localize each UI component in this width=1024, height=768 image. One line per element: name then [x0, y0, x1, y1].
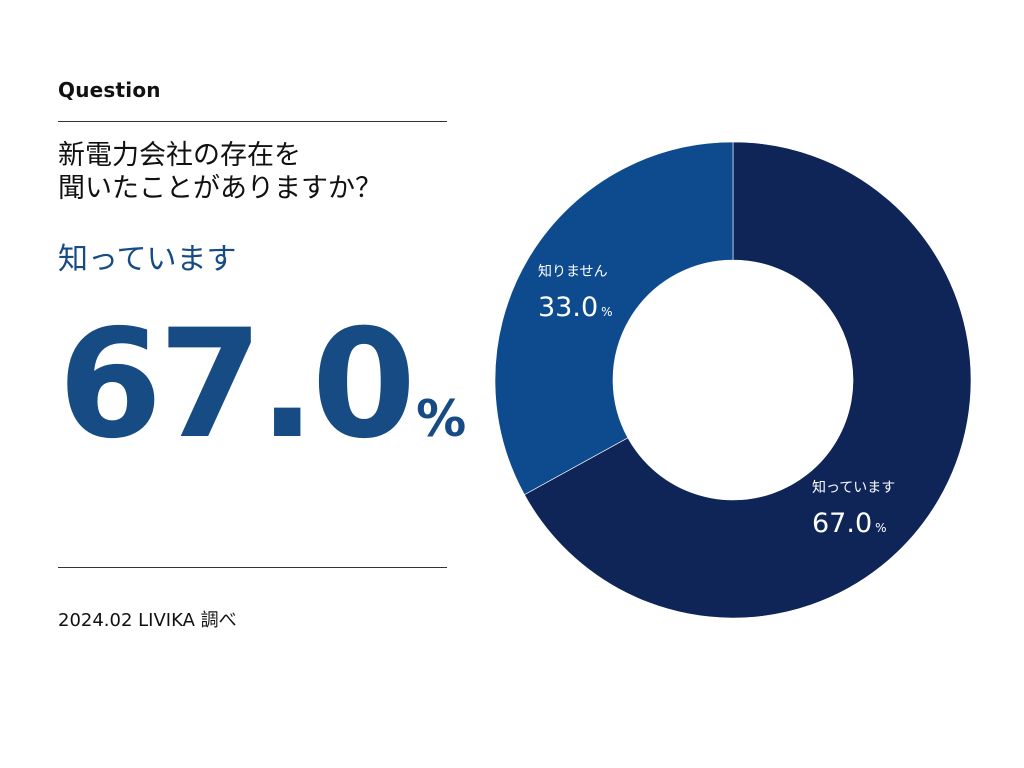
source-note: 2024.02 LIVIKA 調べ: [58, 610, 237, 631]
highlight-value: 67.0%: [58, 295, 466, 475]
bottom-divider: [58, 567, 447, 568]
highlight-answer-label: 知っています: [58, 242, 237, 277]
slice-value-label-1: 67.0%: [812, 508, 887, 539]
question-label: Question: [58, 78, 161, 102]
slice-category-label-2: 知りません: [538, 263, 608, 280]
question-text-line-1: 新電力会社の存在を: [58, 140, 301, 171]
highlight-value-unit: %: [416, 390, 467, 448]
donut-slice-1: [524, 141, 972, 619]
top-divider: [58, 121, 447, 122]
donut-slice-2: [494, 141, 734, 496]
slice-value-label-2: 33.0%: [538, 292, 613, 323]
question-text-line-2: 聞いたことがありますか？: [58, 173, 382, 204]
slice-category-label-1: 知っています: [812, 479, 895, 496]
highlight-value-number: 67.0: [58, 298, 416, 472]
